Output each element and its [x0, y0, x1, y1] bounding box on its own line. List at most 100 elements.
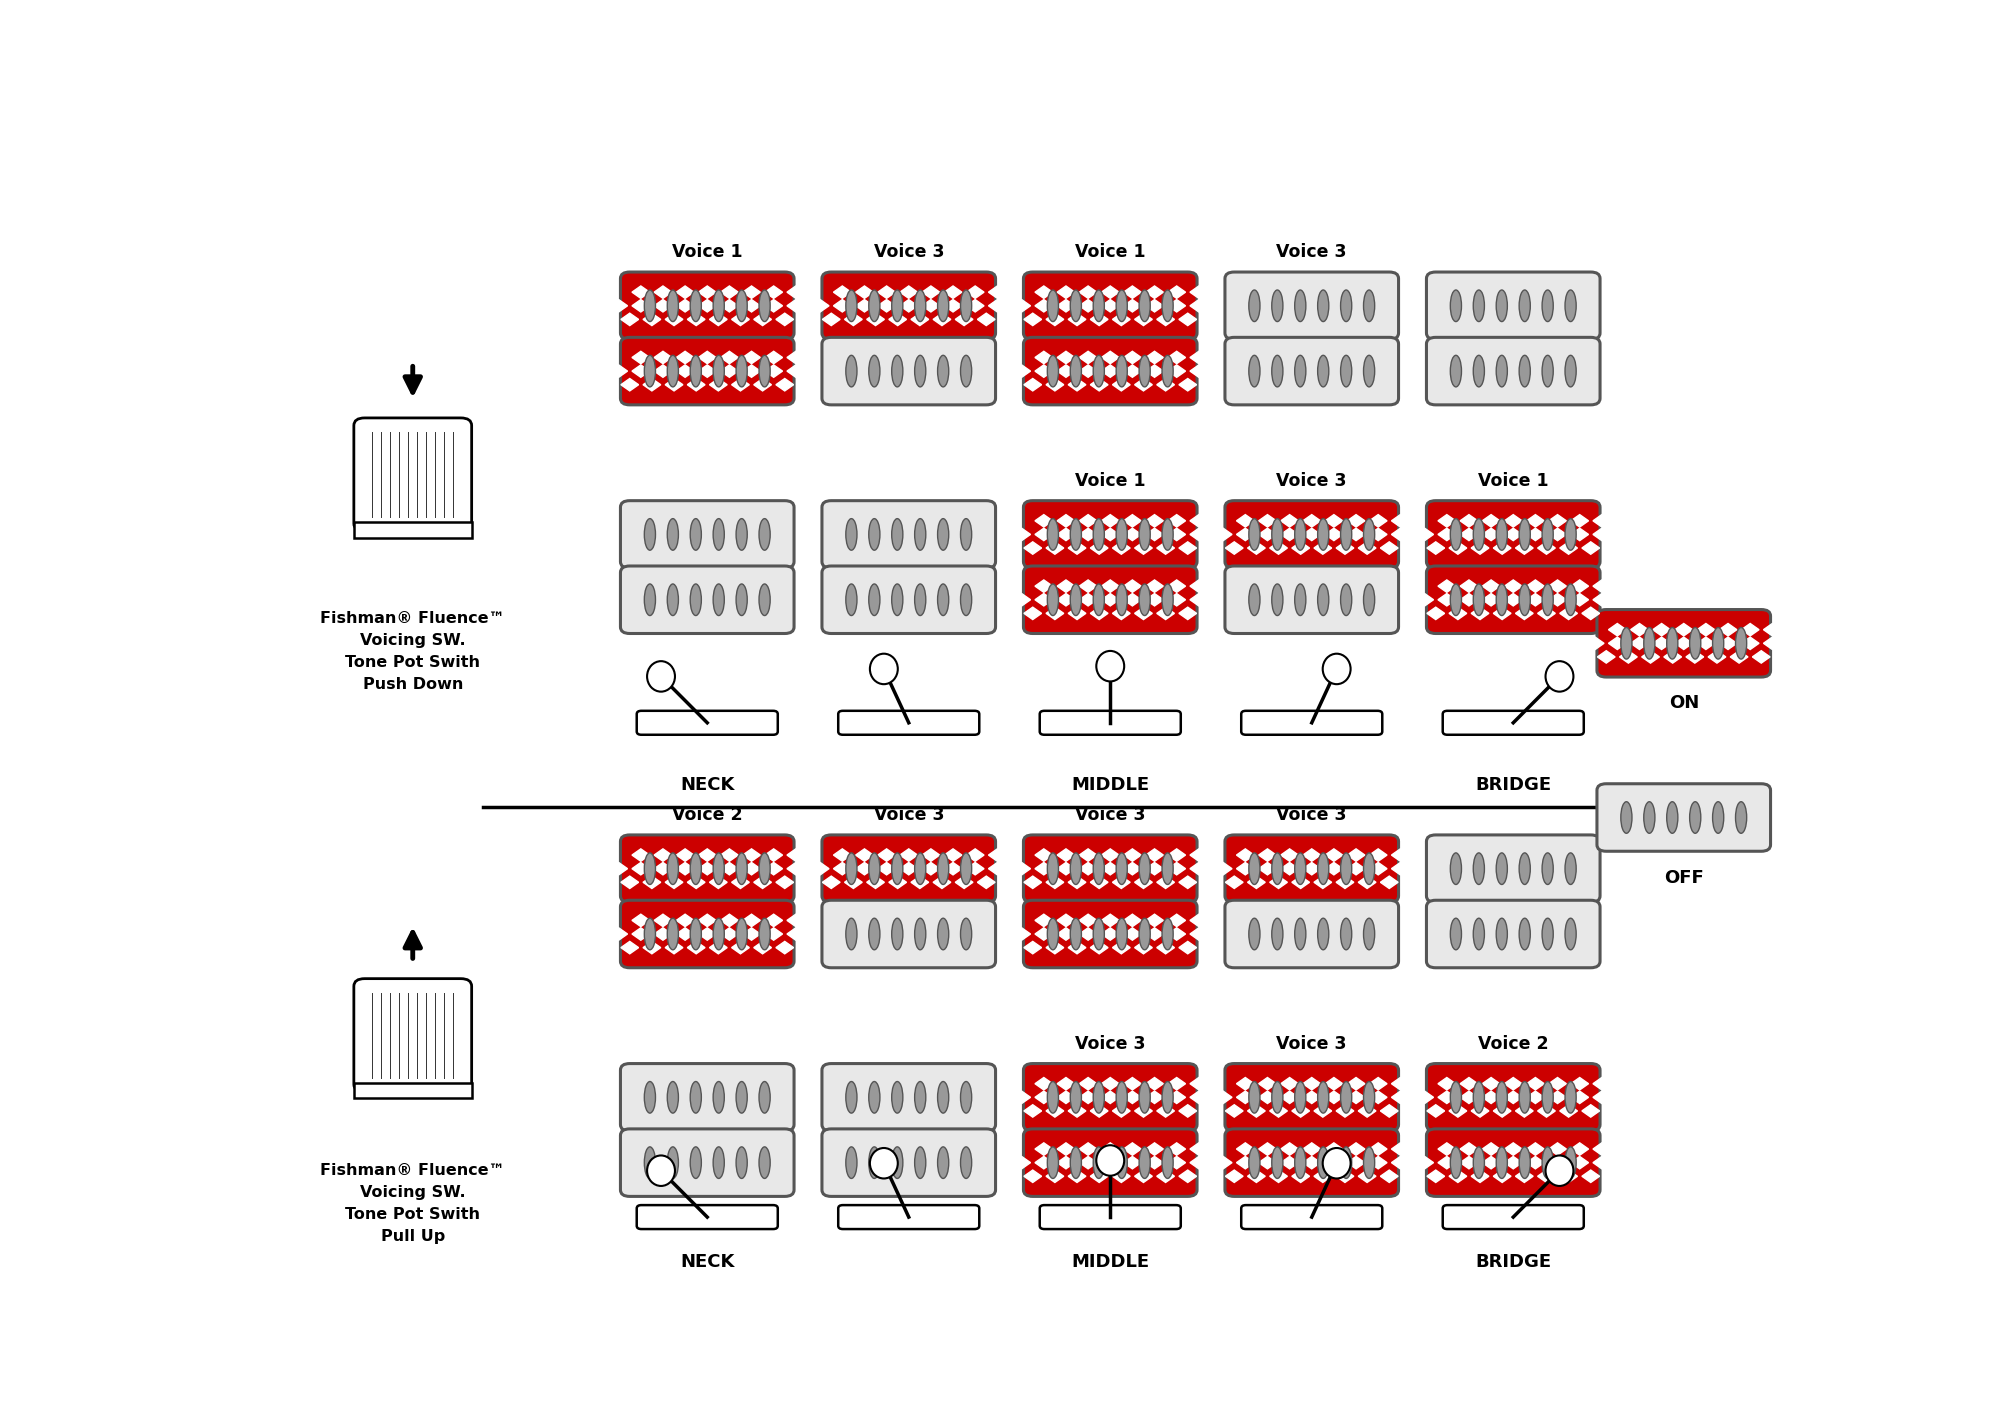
Polygon shape [1482, 515, 1500, 527]
Polygon shape [1516, 607, 1534, 619]
Ellipse shape [1272, 355, 1282, 387]
Ellipse shape [1496, 1147, 1508, 1178]
Ellipse shape [1272, 290, 1282, 321]
Ellipse shape [760, 584, 770, 615]
Ellipse shape [1116, 584, 1128, 615]
Polygon shape [710, 942, 728, 954]
Polygon shape [1460, 1157, 1478, 1169]
Polygon shape [654, 365, 672, 378]
Polygon shape [1538, 542, 1556, 554]
Ellipse shape [892, 918, 902, 950]
Polygon shape [1156, 542, 1174, 554]
Polygon shape [720, 928, 738, 940]
Polygon shape [1494, 607, 1512, 619]
Ellipse shape [1666, 802, 1678, 833]
Ellipse shape [1162, 918, 1174, 950]
Polygon shape [1068, 1104, 1086, 1117]
Polygon shape [1698, 638, 1714, 649]
Polygon shape [742, 928, 760, 940]
Polygon shape [632, 286, 650, 298]
Ellipse shape [668, 355, 678, 387]
Text: Voice 3: Voice 3 [1276, 1035, 1348, 1052]
Ellipse shape [1318, 1082, 1328, 1113]
Ellipse shape [1474, 1082, 1484, 1113]
Polygon shape [1124, 863, 1142, 875]
Polygon shape [1046, 1104, 1064, 1117]
Polygon shape [944, 286, 962, 298]
Polygon shape [1370, 863, 1388, 875]
Polygon shape [1652, 638, 1670, 649]
Polygon shape [1348, 863, 1364, 875]
Ellipse shape [1116, 519, 1128, 550]
FancyBboxPatch shape [1224, 566, 1398, 633]
Polygon shape [654, 863, 672, 875]
Polygon shape [1102, 1092, 1120, 1103]
Ellipse shape [1248, 290, 1260, 321]
Polygon shape [1226, 877, 1244, 888]
Polygon shape [1370, 529, 1388, 540]
Polygon shape [1548, 1092, 1566, 1103]
Polygon shape [1168, 365, 1186, 378]
Polygon shape [1102, 928, 1120, 940]
Polygon shape [1426, 1169, 1444, 1182]
Polygon shape [1236, 1077, 1254, 1090]
Polygon shape [1314, 877, 1332, 888]
Polygon shape [1024, 607, 1042, 619]
Polygon shape [1046, 542, 1064, 554]
Ellipse shape [1496, 918, 1508, 950]
Polygon shape [1258, 1157, 1276, 1169]
Polygon shape [888, 312, 906, 325]
FancyBboxPatch shape [838, 1205, 980, 1229]
Polygon shape [1080, 915, 1096, 926]
Polygon shape [742, 915, 760, 926]
Polygon shape [776, 942, 794, 954]
Polygon shape [1570, 1143, 1588, 1155]
Polygon shape [1548, 1157, 1566, 1169]
Polygon shape [834, 300, 852, 312]
Polygon shape [866, 312, 884, 325]
Polygon shape [1034, 365, 1052, 378]
Polygon shape [1438, 529, 1456, 540]
Polygon shape [1090, 542, 1108, 554]
Polygon shape [1592, 580, 1610, 592]
Text: ON: ON [1668, 694, 1698, 713]
Ellipse shape [1566, 584, 1576, 615]
Text: Voice 3: Voice 3 [1276, 243, 1348, 262]
Ellipse shape [1096, 1145, 1124, 1175]
Polygon shape [1358, 877, 1376, 888]
Ellipse shape [1048, 1082, 1058, 1113]
FancyBboxPatch shape [620, 271, 794, 339]
Polygon shape [1698, 624, 1714, 636]
Polygon shape [1674, 638, 1692, 649]
Polygon shape [742, 300, 760, 312]
Ellipse shape [1318, 519, 1328, 550]
Polygon shape [610, 928, 628, 940]
Polygon shape [1146, 594, 1164, 607]
Polygon shape [1314, 1104, 1332, 1117]
Ellipse shape [1520, 290, 1530, 321]
Ellipse shape [1542, 584, 1554, 615]
Polygon shape [654, 286, 672, 298]
Polygon shape [666, 312, 682, 325]
FancyBboxPatch shape [822, 566, 996, 633]
Polygon shape [1236, 515, 1254, 527]
Ellipse shape [1364, 584, 1374, 615]
Polygon shape [1302, 1143, 1320, 1155]
Polygon shape [1080, 928, 1096, 940]
Ellipse shape [938, 290, 948, 321]
Polygon shape [776, 877, 794, 888]
Polygon shape [1156, 607, 1174, 619]
Polygon shape [1482, 1077, 1500, 1090]
Polygon shape [1348, 1092, 1364, 1103]
Polygon shape [666, 379, 682, 390]
Ellipse shape [1496, 519, 1508, 550]
FancyBboxPatch shape [822, 338, 996, 404]
Ellipse shape [1094, 918, 1104, 950]
Polygon shape [1124, 594, 1142, 607]
Polygon shape [878, 848, 896, 861]
Polygon shape [1302, 1077, 1320, 1090]
Ellipse shape [960, 853, 972, 885]
Text: Fishman® Fluence™
Voicing SW.
Tone Pot Swith
Push Down: Fishman® Fluence™ Voicing SW. Tone Pot S… [320, 611, 506, 693]
Polygon shape [1416, 1092, 1434, 1103]
Polygon shape [1058, 594, 1074, 607]
